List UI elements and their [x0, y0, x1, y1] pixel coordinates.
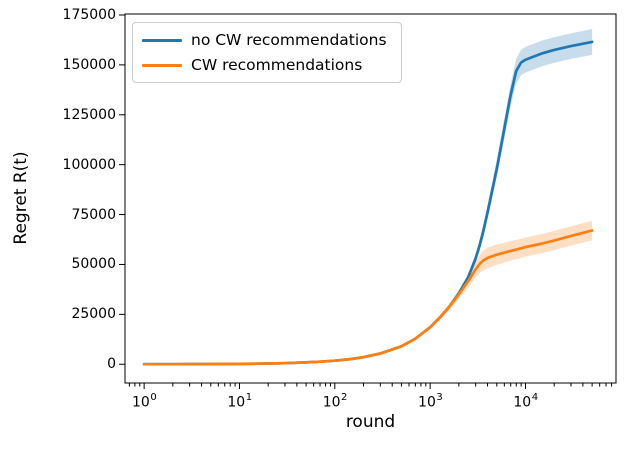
axis-ticks [119, 14, 613, 389]
x-tick-label: 102 [322, 392, 348, 411]
y-axis-label: Regret R(t) [11, 151, 31, 245]
y-tick-label: 100000 [62, 156, 116, 173]
y-tick-label: 175000 [62, 6, 116, 23]
regret-curve-no-cw [142, 40, 594, 366]
y-tick-label: 75000 [71, 206, 116, 223]
x-tick-label: 100 [132, 392, 157, 411]
confidence-band-cw [144, 220, 593, 365]
axes-spines [124, 13, 617, 384]
x-tick-label: 104 [513, 392, 539, 411]
legend: no CW recommendations CW recommendations [132, 22, 402, 83]
legend-line-swatch-no-cw [142, 38, 182, 42]
y-tick-label: 125000 [62, 106, 116, 123]
x-tick-label: 103 [418, 392, 443, 411]
x-axis-label: round [345, 412, 396, 432]
legend-label-cw: CW recommendations [191, 56, 363, 74]
legend-line-swatch-cw [142, 63, 182, 67]
legend-entry-cw: CW recommendations [142, 56, 387, 74]
x-tick-label: 101 [227, 392, 253, 411]
confidence-band-no-cw [144, 28, 593, 365]
y-tick-label: 25000 [71, 306, 116, 323]
legend-label-no-cw: no CW recommendations [191, 31, 387, 49]
y-tick-label: 50000 [71, 256, 116, 273]
legend-entry-no-cw: no CW recommendations [142, 31, 387, 49]
y-tick-label: 150000 [62, 56, 116, 73]
regret-curve-cw [142, 229, 594, 366]
y-tick-label: 0 [107, 356, 116, 373]
